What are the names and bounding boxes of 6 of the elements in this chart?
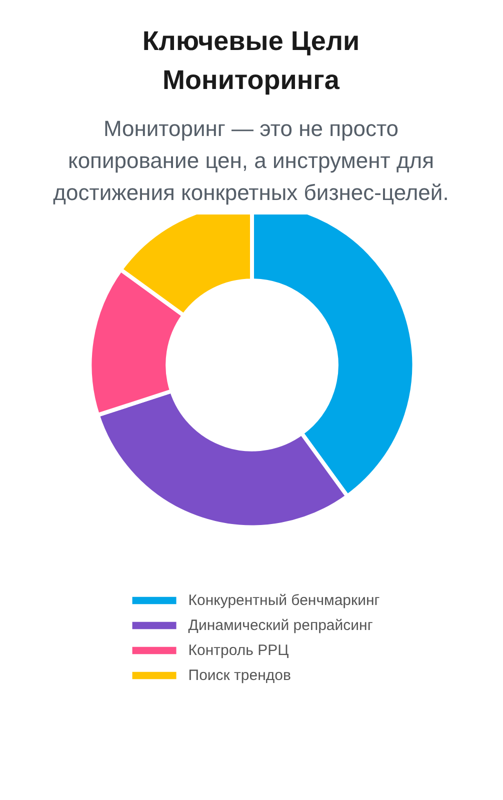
legend-label: Динамический репрайсинг: [188, 616, 373, 634]
chart-title: Ключевые Цели Мониторинга: [141, 25, 361, 98]
legend-label: Конкурентный бенчмаркинг: [188, 592, 380, 609]
legend-label: Контроль РРЦ: [188, 642, 289, 659]
legend-label: Поиск трендов: [188, 666, 291, 684]
chart-subtitle: Мониторинг — это не просто копирование цен, а инструмент для достижения конкретных бизнес-целей.: [52, 115, 450, 208]
